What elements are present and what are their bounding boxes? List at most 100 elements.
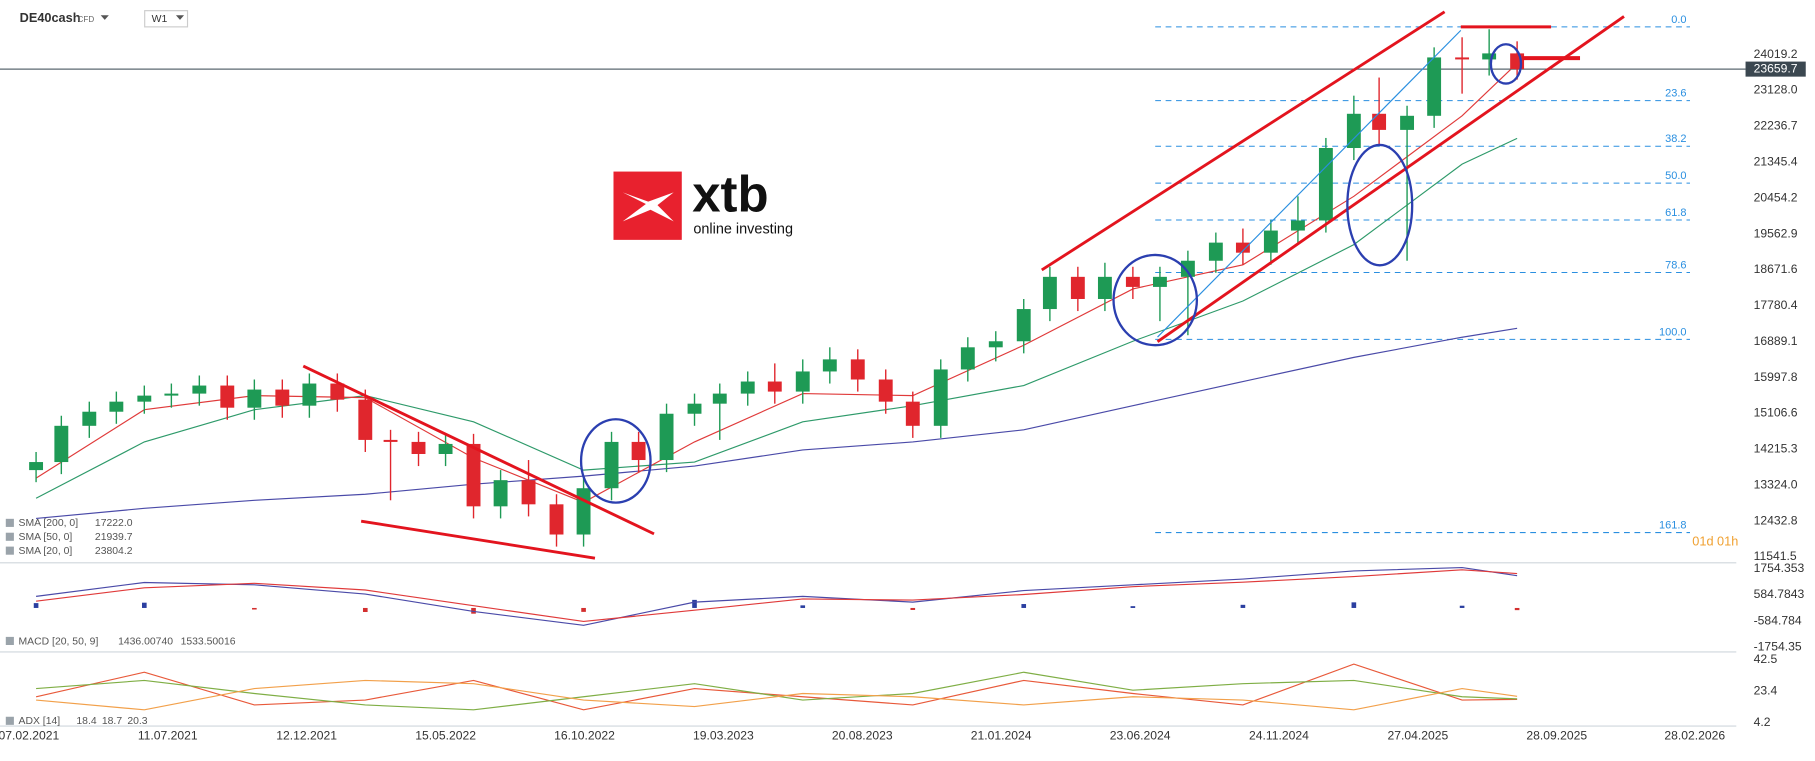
- highlight-circle: [1489, 43, 1523, 85]
- candle-body: [1180, 260, 1195, 277]
- candle-body: [850, 359, 865, 380]
- fibonacci-layer: [1155, 26, 1690, 534]
- candle-body: [687, 403, 702, 414]
- candle-body: [1097, 276, 1112, 299]
- histogram-bar: [910, 607, 916, 610]
- candle-body: [1427, 57, 1442, 116]
- indicator-line: [36, 569, 1518, 622]
- candle-body: [549, 504, 564, 535]
- legend-icon: [5, 546, 14, 555]
- candle-body: [1263, 230, 1278, 253]
- candle-body: [1152, 276, 1167, 287]
- logo-word: xtb: [692, 166, 768, 223]
- indicator-value: 20.3: [127, 716, 147, 727]
- candle-body: [1125, 276, 1140, 287]
- x-tick-label: 23.06.2024: [1110, 729, 1171, 743]
- candle-body: [1318, 148, 1333, 221]
- candle-body: [438, 443, 453, 454]
- fib-level-label: 161.8: [1659, 520, 1687, 532]
- trendline: [1156, 15, 1625, 343]
- legend-name: SMA [200, 0]: [19, 518, 79, 529]
- legend-value: 21939.7: [95, 532, 133, 543]
- candle-body: [302, 383, 317, 406]
- candle-body: [1070, 276, 1085, 299]
- indicator-layer: [0, 62, 1746, 711]
- y-tick-label: 21345.4: [1754, 154, 1798, 168]
- candle-body: [1455, 57, 1470, 60]
- highlight-circle: [579, 418, 652, 504]
- highlights: [579, 43, 1523, 504]
- candle-body: [712, 393, 727, 404]
- indicator-name: ADX [14]: [19, 716, 61, 727]
- candle-body: [659, 413, 674, 461]
- indicator-name: MACD [20, 50, 9]: [19, 636, 99, 647]
- x-tick-label: 28.09.2025: [1526, 729, 1587, 743]
- histogram-bar: [1351, 602, 1357, 608]
- symbol[interactable]: DE40cash: [20, 10, 81, 25]
- y-tick-label: 18671.6: [1754, 262, 1798, 276]
- fib-level-label: 100.0: [1659, 326, 1687, 338]
- x-tick-label: 28.02.2026: [1664, 729, 1725, 743]
- candle-body: [247, 389, 262, 408]
- indicator-value: 18.7: [102, 716, 122, 727]
- candle-body: [1208, 242, 1223, 261]
- y-tick-label: 15997.8: [1754, 370, 1798, 384]
- candle-body: [1290, 220, 1305, 231]
- y-tick-label: 24019.2: [1754, 47, 1798, 61]
- candle-body: [275, 389, 290, 406]
- candle-body: [1372, 113, 1387, 130]
- trendline: [1040, 10, 1446, 272]
- legend-name: SMA [50, 0]: [19, 532, 73, 543]
- histogram-bar: [252, 607, 257, 610]
- timeframe-box[interactable]: [144, 10, 189, 28]
- candle-body: [466, 443, 481, 507]
- logo-tagline: online investing: [693, 221, 793, 237]
- histogram-bar: [1130, 606, 1136, 608]
- histogram-bar: [1021, 604, 1027, 608]
- candle-body: [604, 441, 619, 489]
- candle-body: [137, 395, 152, 402]
- candle-body: [54, 425, 69, 463]
- legend-icon: [5, 532, 14, 541]
- y-tick-label: 12432.8: [1754, 513, 1798, 527]
- candle-body: [521, 480, 536, 505]
- candle-body: [988, 341, 1003, 348]
- histogram-bar: [471, 607, 476, 614]
- y-tick-label: 4.2: [1754, 715, 1771, 729]
- x-tick-label: 15.05.2022: [415, 729, 476, 743]
- legend-value: 23804.2: [95, 546, 133, 557]
- indicator-value: 1436.00740: [118, 636, 173, 647]
- candle-body: [822, 359, 837, 372]
- indicator-value: 18.4: [76, 716, 96, 727]
- logo: xtb online investing: [613, 166, 793, 240]
- y-tick-label: 17780.4: [1754, 298, 1798, 312]
- legend-icon: [5, 636, 14, 645]
- indicator-value: 1533.50016: [181, 636, 236, 647]
- logo-x: [622, 192, 674, 222]
- label-layer: 24019.2 23128.0 22236.7 21345.4 20454.2 19562…: [0, 14, 1806, 743]
- candle-body: [631, 441, 646, 461]
- x-tick-label: 12.12.2021: [276, 729, 337, 743]
- candle-body: [1482, 53, 1497, 60]
- x-tick-label: 27.04.2025: [1388, 729, 1449, 743]
- timeframe[interactable]: W1: [152, 14, 168, 25]
- indicator-line: [35, 663, 1518, 711]
- timeframe-dropdown[interactable]: [175, 15, 185, 20]
- trendline: [360, 519, 596, 560]
- trendline: [302, 364, 655, 536]
- candle-body: [383, 439, 398, 442]
- fib-level-label: 23.6: [1665, 88, 1686, 100]
- candle-body: [878, 379, 893, 402]
- last-price-label: 23659.7: [1754, 61, 1798, 75]
- y-tick-label: 15106.6: [1754, 406, 1798, 420]
- fib-level-label: 78.6: [1665, 259, 1686, 271]
- fib-level-label: 0.0: [1671, 14, 1686, 26]
- y-tick-label: 1754.353: [1754, 561, 1805, 575]
- candle-body: [411, 441, 426, 454]
- histogram-bar: [362, 607, 368, 612]
- candle-body: [960, 347, 975, 370]
- symbol-dropdown[interactable]: [100, 15, 109, 20]
